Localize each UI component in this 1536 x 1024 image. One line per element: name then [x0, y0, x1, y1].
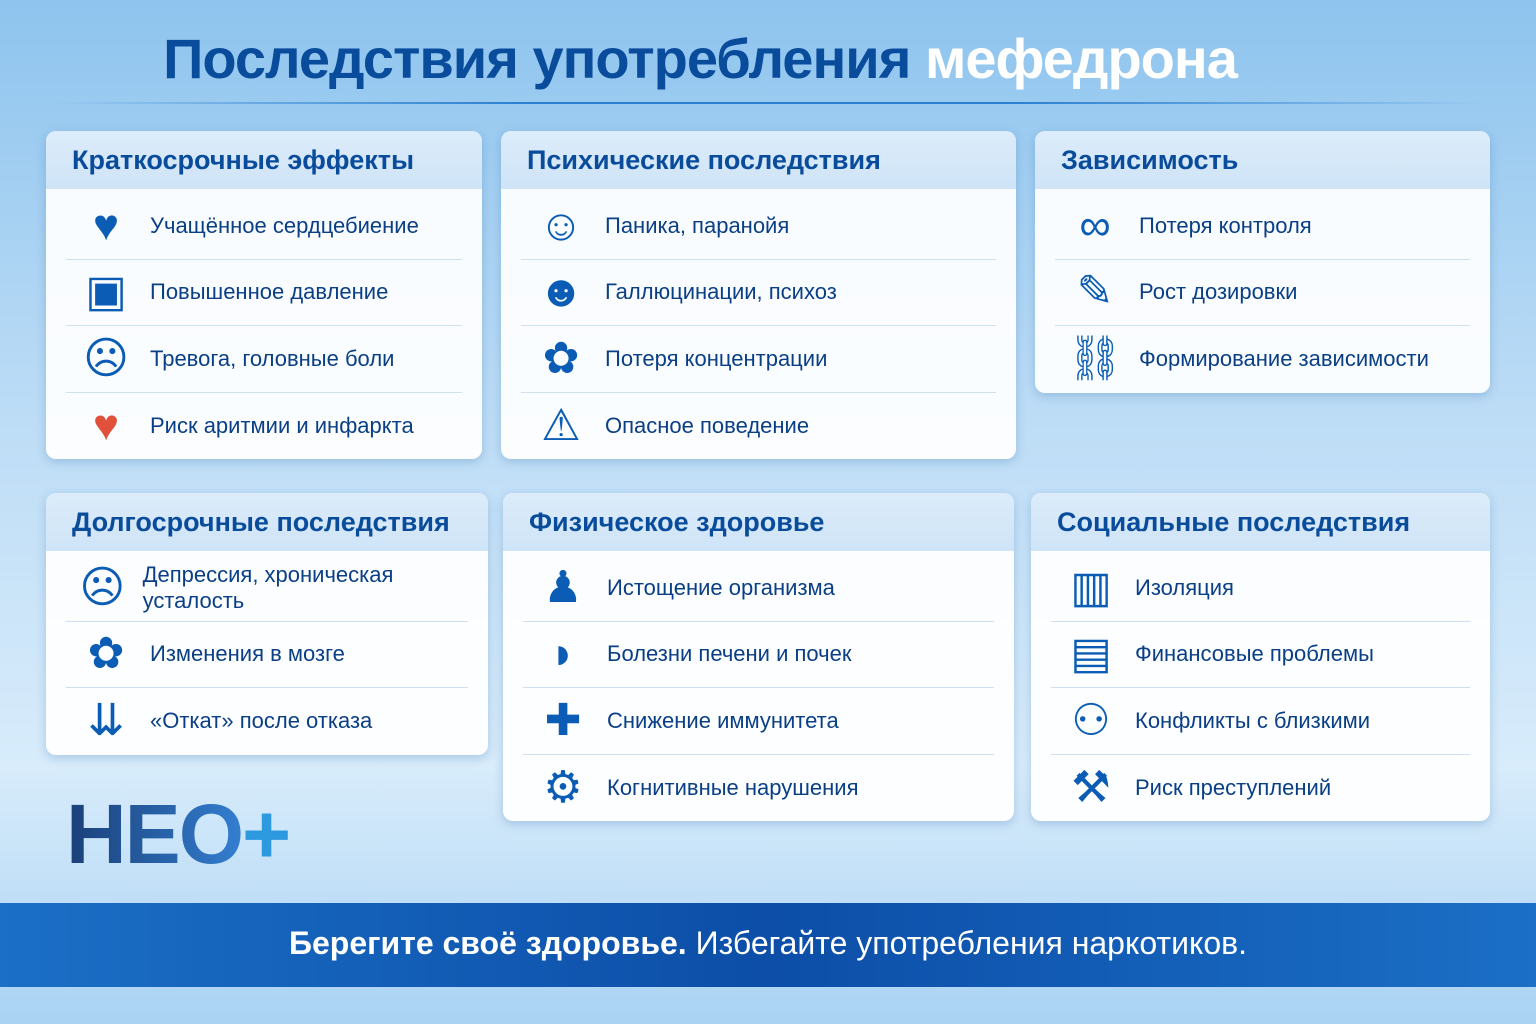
- list-item: ☹ Тревога, головные боли: [66, 326, 462, 393]
- panic-face-icon: ☺: [538, 200, 584, 250]
- exhausted-body-icon: ♟: [543, 562, 583, 612]
- head-gears-icon: ⚙: [543, 762, 583, 812]
- blood-pressure-monitor-icon: ▣: [85, 267, 127, 317]
- list-item: ☺ Паника, паранойя: [521, 193, 996, 260]
- head-silhouette-icon: ☻: [537, 267, 585, 317]
- item-label: Депрессия, хроническая усталость: [142, 561, 394, 613]
- footer-banner: Берегите своё здоровье. Избегайте употре…: [0, 903, 1536, 987]
- list-item: ♟ Истощение организма: [523, 555, 994, 622]
- list-item: ✿ Потеря концентрации: [521, 326, 996, 393]
- item-label: Изменения в мозге: [150, 641, 345, 667]
- logo: НЕО+: [66, 787, 291, 881]
- title-highlight: мефедрона: [924, 27, 1238, 90]
- list-item: ⚙ Когнитивные нарушения: [523, 755, 994, 822]
- warning-icon: ⚠: [541, 400, 581, 450]
- item-label: Тревога, головные боли: [150, 345, 395, 371]
- card-0: Краткосрочные эффекты ♥ Учащённое сердцеби…: [46, 131, 482, 459]
- brain-tree-icon: ✿: [87, 629, 125, 679]
- item-label: Риск преступлений: [1135, 774, 1332, 800]
- title-divider: [50, 102, 1486, 104]
- list-item: ◗ Болезни печени и почек: [523, 622, 994, 688]
- gavel-icon: ⚒: [1071, 762, 1111, 812]
- list-item: ⚇ Конфликты с близкими: [1051, 688, 1470, 755]
- syringe-icon: ✎: [1076, 267, 1114, 317]
- list-item: ✿ Изменения в мозге: [66, 622, 468, 688]
- list-item: ☹ Депрессия, хроническая усталость: [66, 555, 468, 622]
- list-item: ⛓ Формирование зависимости: [1055, 326, 1470, 393]
- card-title: Физическое здоровье: [503, 493, 1014, 551]
- item-label: Галлюцинации, психоз: [605, 279, 837, 305]
- card-4: Физическое здоровье ♟ Истощение организма ◗…: [503, 493, 1014, 821]
- list-item: ✚ Снижение иммунитета: [523, 688, 994, 755]
- item-label: Риск аритмии и инфаркта: [150, 412, 414, 438]
- list-item: ✎ Рост дозировки: [1055, 260, 1470, 326]
- sad-face-icon: ☹: [79, 562, 126, 612]
- title-main: Последствия употребления: [163, 27, 911, 90]
- item-label: Финансовые проблемы: [1135, 641, 1374, 667]
- item-label: Потеря контроля: [1139, 212, 1312, 238]
- item-label: Опасное поведение: [605, 412, 810, 438]
- item-label: Учащённое сердцебиение: [150, 212, 419, 238]
- conflict-people-icon: ⚇: [1071, 695, 1111, 745]
- item-label: Рост дозировки: [1139, 279, 1298, 305]
- list-item: ⚒ Риск преступлений: [1051, 755, 1470, 822]
- item-label: Снижение иммунитета: [607, 707, 839, 733]
- heartbeat-icon: ♥: [92, 200, 120, 250]
- shield-cross-icon: ✚: [544, 695, 582, 745]
- footer-text: Избегайте употребления наркотиков.: [686, 925, 1247, 961]
- card-2: Зависимость ∞ Потеря контроля ✎ Рост дозиров…: [1035, 131, 1490, 393]
- card-title: Краткосрочные эффекты: [46, 131, 482, 189]
- list-item: ☻ Галлюцинации, психоз: [521, 260, 996, 326]
- prison-bars-icon: ▥: [1070, 562, 1112, 612]
- list-item: ▤ Финансовые проблемы: [1051, 622, 1470, 688]
- item-label: Паника, паранойя: [605, 212, 790, 238]
- card-5: Социальные последствия ▥ Изоляция ▤ Финансов…: [1031, 493, 1490, 821]
- card-1: Психические последствия ☺ Паника, паранойя…: [501, 131, 1016, 459]
- item-label: Конфликты с близкими: [1135, 707, 1371, 733]
- item-label: Когнитивные нарушения: [607, 774, 859, 800]
- list-item: ∞ Потеря контроля: [1055, 193, 1470, 260]
- item-label: Повышенное давление: [150, 279, 389, 305]
- item-label: Болезни печени и почек: [607, 641, 852, 667]
- card-title: Социальные последствия: [1031, 493, 1490, 551]
- list-item: ⚠ Опасное поведение: [521, 393, 996, 460]
- list-item: ♥ Учащённое сердцебиение: [66, 193, 462, 260]
- item-label: Потеря концентрации: [605, 345, 828, 371]
- card-3: Долгосрочные последствия ☹ Депрессия, хрон…: [46, 493, 488, 755]
- down-arrows-icon: ⇊: [87, 696, 125, 746]
- heart-pulse-icon: ♥: [92, 400, 120, 450]
- brain-icon: ✿: [542, 333, 580, 383]
- item-label: Истощение организма: [607, 574, 835, 600]
- chain-link-icon: ⛓: [1067, 334, 1123, 384]
- card-title: Зависимость: [1035, 131, 1490, 189]
- list-item: ▥ Изоляция: [1051, 555, 1470, 622]
- list-item: ♥ Риск аритмии и инфаркта: [66, 393, 462, 460]
- list-item: ▣ Повышенное давление: [66, 260, 462, 326]
- wallet-icon: ▤: [1070, 629, 1112, 679]
- item-label: Изоляция: [1135, 574, 1234, 600]
- item-label: Формирование зависимости: [1139, 346, 1429, 372]
- card-title: Долгосрочные последствия: [46, 493, 488, 551]
- page-title: Последствия употребления мефедрона: [0, 26, 1400, 91]
- footer-bold: Берегите своё здоровье.: [289, 925, 687, 961]
- card-title: Психические последствия: [501, 131, 1016, 189]
- list-item: ⇊ «Откат» после отказа: [66, 688, 468, 755]
- item-label: «Откат» после отказа: [150, 708, 373, 734]
- handcuffs-icon: ∞: [1079, 200, 1111, 250]
- anxious-person-icon: ☹: [83, 333, 129, 383]
- liver-icon: ◗: [549, 629, 577, 679]
